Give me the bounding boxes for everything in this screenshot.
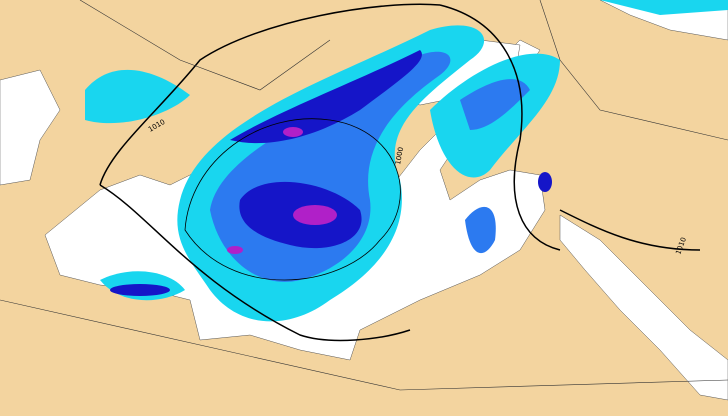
- isobar-label: 1000: [394, 146, 405, 165]
- isobars: [99, 3, 701, 342]
- precipitation: [85, 0, 728, 322]
- borders: [0, 0, 728, 391]
